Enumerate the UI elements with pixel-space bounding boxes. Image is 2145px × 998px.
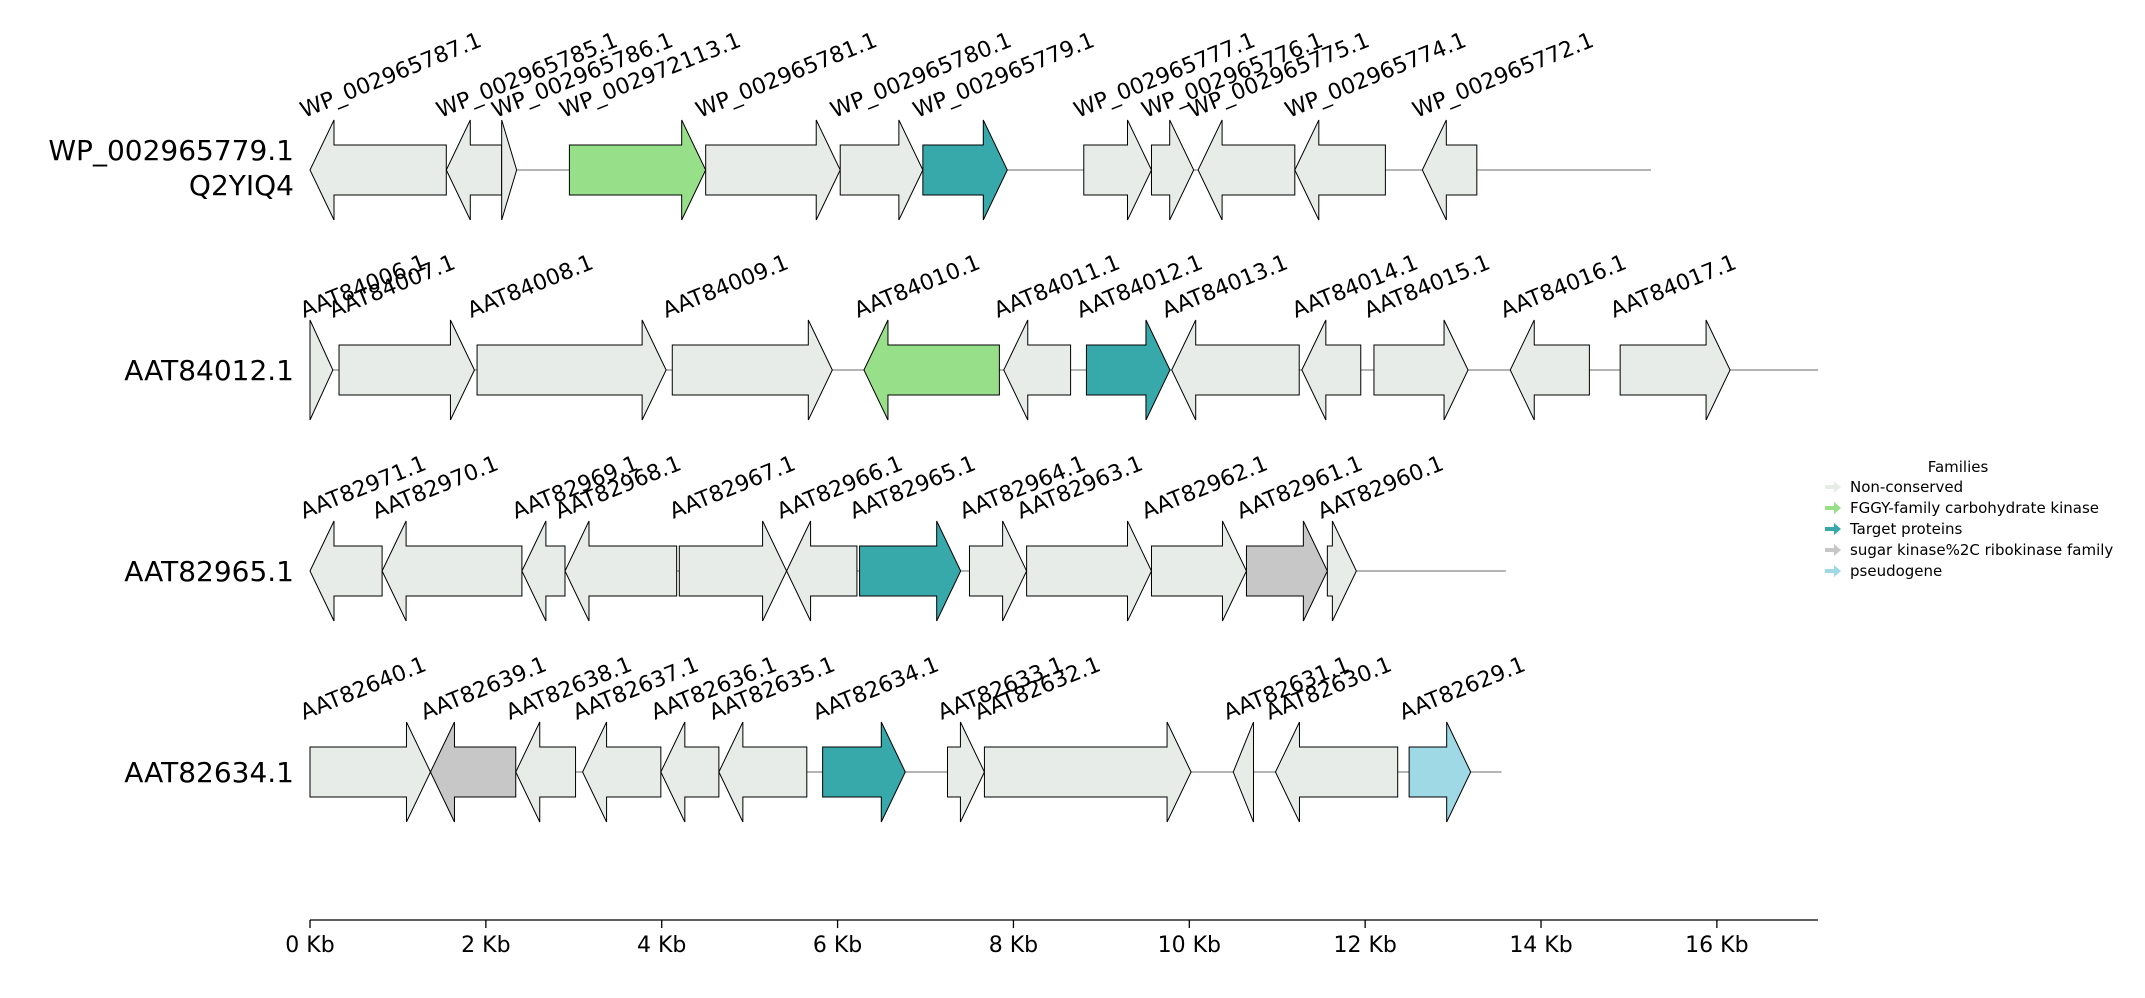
- gene-arrow[interactable]: [968, 520, 1028, 622]
- locus-label: Q2YIQ4: [189, 169, 294, 202]
- gene-label: AAT84017.1: [1607, 250, 1740, 323]
- kb-axis: 0 Kb 2 Kb 4 Kb 6 Kb 8 Kb 10 Kb 12 Kb 14 Kb 16 Kb: [285, 919, 1818, 958]
- gene-arrow[interactable]: [568, 119, 707, 221]
- locus-row: AAT82634.1AAT82640.1AAT82639.1AAT82638.1…: [124, 652, 1529, 823]
- gene-arrow[interactable]: [863, 319, 1000, 421]
- axis-tick-label: 2 Kb: [461, 933, 510, 958]
- gene-label: AAT84009.1: [659, 250, 792, 323]
- gene-arrow[interactable]: [705, 119, 841, 221]
- gene-arrow[interactable]: [1003, 319, 1072, 421]
- legend-title: Families: [1928, 458, 1989, 476]
- axis-tick-label: 4 Kb: [637, 933, 686, 958]
- gene-arrow[interactable]: [922, 119, 1008, 221]
- gene-arrow[interactable]: [1421, 119, 1478, 221]
- gene-arrow[interactable]: [946, 721, 985, 823]
- legend-swatch: [1825, 481, 1841, 493]
- gene-arrow[interactable]: [1245, 520, 1328, 622]
- gene-arrow[interactable]: [1274, 721, 1399, 823]
- gene-label: AAT84010.1: [851, 250, 984, 323]
- legend-entry: pseudogene: [1825, 562, 1942, 580]
- legend-swatch: [1825, 544, 1841, 556]
- axis-tick-label: 14 Kb: [1509, 933, 1572, 958]
- gene-arrow[interactable]: [309, 520, 383, 622]
- gene-label: AAT82640.1: [297, 652, 430, 725]
- legend-label: sugar kinase%2C ribokinase family: [1850, 541, 2113, 559]
- legend-label: FGGY-family carbohydrate kinase: [1850, 499, 2099, 517]
- loci-layer: WP_002965779.1Q2YIQ4WP_002965787.1WP_002…: [48, 28, 1818, 823]
- gene-arrow[interactable]: [1326, 520, 1357, 622]
- legend-label: pseudogene: [1850, 562, 1942, 580]
- gene-arrow[interactable]: [1026, 520, 1153, 622]
- gene-arrow[interactable]: [338, 319, 475, 421]
- gene-arrow[interactable]: [786, 520, 858, 622]
- gene-arrow[interactable]: [1197, 119, 1296, 221]
- gene-label: AAT82629.1: [1396, 652, 1529, 725]
- gene-arrow[interactable]: [1294, 119, 1386, 221]
- legend-label: Target proteins: [1849, 520, 1962, 538]
- gene-arrow[interactable]: [1083, 119, 1153, 221]
- locus-label: AAT84012.1: [124, 354, 294, 387]
- gene-arrow[interactable]: [839, 119, 924, 221]
- gene-arrow[interactable]: [1085, 319, 1171, 421]
- gene-arrow[interactable]: [309, 119, 447, 221]
- gene-arrow[interactable]: [381, 520, 523, 622]
- gene-arrow[interactable]: [983, 721, 1192, 823]
- axis-tick-label: 0 Kb: [285, 933, 334, 958]
- gene-arrow[interactable]: [309, 319, 334, 421]
- locus-label: AAT82965.1: [124, 555, 294, 588]
- gene-arrow[interactable]: [1171, 319, 1300, 421]
- gene-arrow[interactable]: [501, 119, 518, 221]
- gene-arrow[interactable]: [429, 721, 517, 823]
- gene-arrow[interactable]: [1509, 319, 1590, 421]
- gene-arrow[interactable]: [1408, 721, 1472, 823]
- axis-tick-label: 10 Kb: [1158, 933, 1221, 958]
- axis-tick-label: 16 Kb: [1685, 933, 1748, 958]
- gene-arrow[interactable]: [1301, 319, 1362, 421]
- gene-arrow[interactable]: [718, 721, 808, 823]
- gene-arrow[interactable]: [1150, 119, 1195, 221]
- legend-swatch: [1825, 565, 1841, 577]
- gene-arrow[interactable]: [476, 319, 667, 421]
- legend-label: Non-conserved: [1850, 478, 1963, 496]
- families-legend: Families Non-conserved FGGY-family carbohy…: [1825, 458, 2113, 580]
- legend-swatch: [1825, 523, 1841, 535]
- gene-arrow[interactable]: [1232, 721, 1254, 823]
- gene-arrow[interactable]: [859, 520, 962, 622]
- gene-arrow[interactable]: [582, 721, 662, 823]
- gene-arrow[interactable]: [564, 520, 678, 622]
- gene-arrow[interactable]: [521, 520, 566, 622]
- gene-arrow[interactable]: [1150, 520, 1248, 622]
- gene-arrow[interactable]: [515, 721, 577, 823]
- gene-arrow[interactable]: [671, 319, 833, 421]
- axis-tick-label: 12 Kb: [1333, 933, 1396, 958]
- gene-arrow[interactable]: [1373, 319, 1469, 421]
- gene-label: AAT84016.1: [1497, 250, 1630, 323]
- gene-arrow[interactable]: [660, 721, 720, 823]
- locus-row: WP_002965779.1Q2YIQ4WP_002965787.1WP_002…: [48, 28, 1651, 221]
- legend-entry: Non-conserved: [1825, 478, 1963, 496]
- legend-entry: FGGY-family carbohydrate kinase: [1825, 499, 2099, 517]
- locus-label: AAT82634.1: [124, 756, 294, 789]
- gene-arrow[interactable]: [822, 721, 906, 823]
- legend-swatch: [1825, 502, 1841, 514]
- locus-label: WP_002965779.1: [48, 134, 294, 167]
- axis-tick-label: 6 Kb: [813, 933, 862, 958]
- legend-entry: sugar kinase%2C ribokinase family: [1825, 541, 2113, 559]
- axis-tick-label: 8 Kb: [989, 933, 1038, 958]
- gene-arrow[interactable]: [1619, 319, 1731, 421]
- legend-entry: Target proteins: [1825, 520, 1962, 538]
- gene-arrow[interactable]: [445, 119, 503, 221]
- gene-arrow[interactable]: [309, 721, 432, 823]
- gene-arrow[interactable]: [678, 520, 788, 622]
- gene-label: AAT84008.1: [464, 250, 597, 323]
